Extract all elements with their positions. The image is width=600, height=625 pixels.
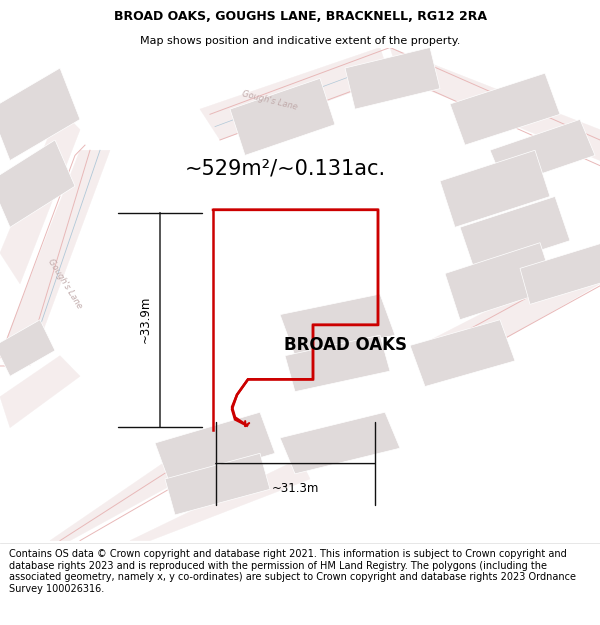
Text: BROAD OAKS, GOUGHS LANE, BRACKNELL, RG12 2RA: BROAD OAKS, GOUGHS LANE, BRACKNELL, RG12… (113, 11, 487, 24)
Text: Gough's Lane: Gough's Lane (46, 258, 84, 310)
Polygon shape (0, 140, 75, 228)
Polygon shape (420, 253, 600, 376)
Text: ~529m²/~0.131ac.: ~529m²/~0.131ac. (184, 159, 386, 179)
Polygon shape (0, 320, 55, 376)
Polygon shape (460, 196, 570, 271)
Polygon shape (155, 412, 275, 484)
Text: Gough's Lane: Gough's Lane (241, 89, 299, 112)
Polygon shape (280, 294, 395, 356)
Text: ~31.3m: ~31.3m (272, 482, 319, 495)
Polygon shape (50, 438, 220, 541)
Polygon shape (230, 78, 335, 156)
Polygon shape (285, 335, 390, 392)
Polygon shape (280, 412, 400, 474)
Polygon shape (390, 48, 600, 161)
Polygon shape (165, 453, 270, 515)
Polygon shape (0, 150, 110, 366)
Polygon shape (490, 119, 595, 186)
Polygon shape (450, 73, 560, 145)
Text: Map shows position and indicative extent of the property.: Map shows position and indicative extent… (140, 36, 460, 46)
Text: Contains OS data © Crown copyright and database right 2021. This information is : Contains OS data © Crown copyright and d… (9, 549, 576, 594)
Polygon shape (410, 320, 515, 386)
Polygon shape (130, 459, 310, 541)
Polygon shape (445, 242, 555, 320)
Polygon shape (345, 48, 440, 109)
Polygon shape (0, 68, 80, 161)
Polygon shape (0, 356, 80, 428)
Polygon shape (520, 241, 600, 304)
Text: BROAD OAKS: BROAD OAKS (284, 336, 407, 354)
Polygon shape (200, 48, 390, 140)
Polygon shape (440, 150, 550, 228)
Polygon shape (0, 109, 80, 284)
Text: ~33.9m: ~33.9m (139, 296, 152, 343)
